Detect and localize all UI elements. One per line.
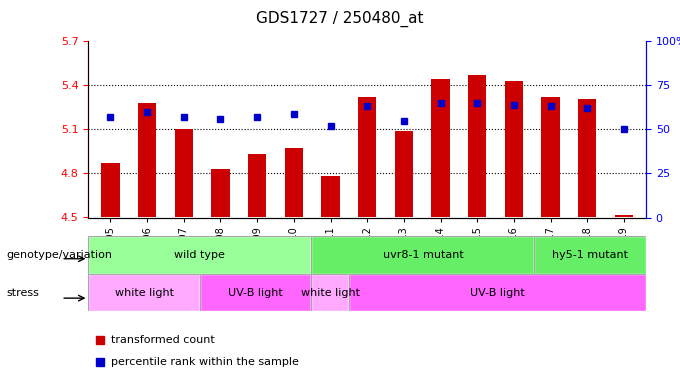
Text: wild type: wild type xyxy=(175,250,225,260)
Bar xyxy=(175,129,193,218)
Bar xyxy=(394,131,413,218)
Bar xyxy=(431,80,449,218)
Bar xyxy=(468,75,486,217)
FancyBboxPatch shape xyxy=(88,236,311,274)
Bar xyxy=(578,99,596,218)
FancyBboxPatch shape xyxy=(534,236,646,274)
Bar xyxy=(138,103,156,218)
FancyBboxPatch shape xyxy=(311,236,534,274)
FancyBboxPatch shape xyxy=(349,274,646,311)
Text: percentile rank within the sample: percentile rank within the sample xyxy=(111,357,299,367)
Text: genotype/variation: genotype/variation xyxy=(7,250,113,260)
Text: stress: stress xyxy=(7,288,39,297)
Bar xyxy=(101,163,120,218)
FancyBboxPatch shape xyxy=(311,274,349,311)
Bar xyxy=(285,148,303,217)
Text: UV-B light: UV-B light xyxy=(470,288,525,297)
Bar xyxy=(358,97,376,218)
Bar xyxy=(505,81,523,218)
Text: transformed count: transformed count xyxy=(111,335,214,345)
Bar xyxy=(541,97,560,218)
Bar xyxy=(615,214,633,217)
Text: white light: white light xyxy=(115,288,173,297)
Text: GDS1727 / 250480_at: GDS1727 / 250480_at xyxy=(256,11,424,27)
Text: UV-B light: UV-B light xyxy=(228,288,283,297)
Text: white light: white light xyxy=(301,288,360,297)
FancyBboxPatch shape xyxy=(88,274,200,311)
Bar xyxy=(248,154,267,218)
Text: hy5-1 mutant: hy5-1 mutant xyxy=(552,250,628,260)
Bar xyxy=(211,169,230,217)
FancyBboxPatch shape xyxy=(200,274,311,311)
Bar xyxy=(322,176,340,218)
Text: uvr8-1 mutant: uvr8-1 mutant xyxy=(383,250,463,260)
